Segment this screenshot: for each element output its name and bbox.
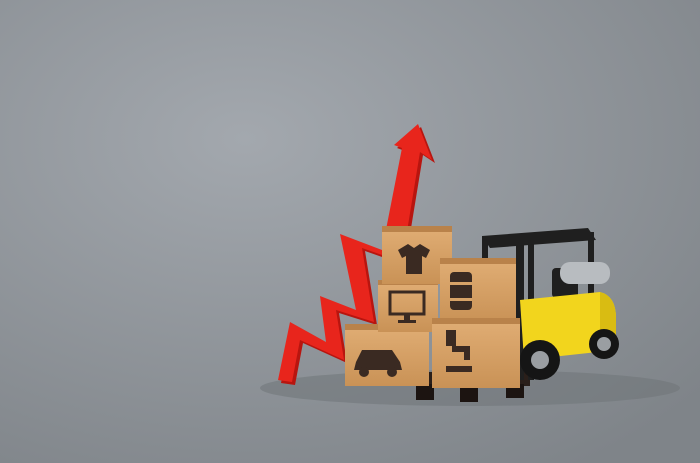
box-monitor (378, 280, 438, 332)
monitor-icon (388, 290, 426, 323)
growth-arrow (278, 124, 435, 385)
box-faucet (432, 318, 520, 388)
faucet-icon (446, 330, 472, 372)
box-clothing (382, 226, 452, 284)
clothing-icon (398, 244, 430, 274)
cardboard-boxes (345, 226, 520, 388)
gas-tank (560, 262, 610, 284)
box-car (345, 324, 429, 386)
oil-barrel-icon (450, 272, 472, 310)
box-oil (440, 258, 516, 322)
car-icon (354, 350, 402, 377)
